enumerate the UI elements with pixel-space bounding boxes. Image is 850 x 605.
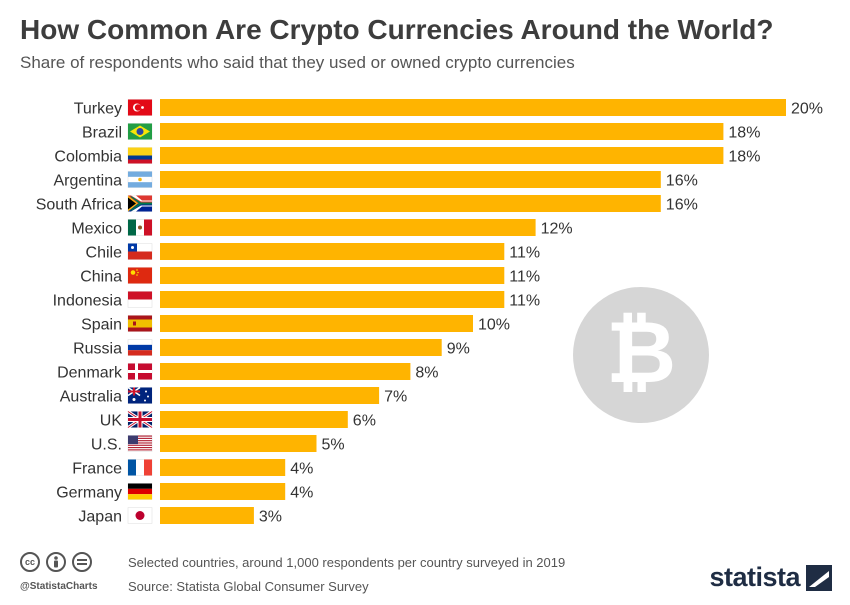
germany-flag-icon: [127, 483, 153, 500]
category-label: U.S.: [91, 437, 122, 454]
category-label: Mexico: [71, 221, 122, 238]
value-label: 5%: [322, 437, 345, 454]
statista-logo: statista: [709, 562, 832, 593]
category-label: Brazil: [82, 125, 122, 142]
category-label: Denmark: [57, 365, 123, 382]
value-label: 20%: [791, 101, 823, 118]
category-label: Australia: [60, 389, 122, 406]
footer-source: Source: Statista Global Consumer Survey: [128, 579, 369, 594]
australia-flag-icon: [127, 386, 153, 404]
bar: [160, 219, 536, 236]
japan-flag-icon: [127, 507, 153, 524]
category-label: Chile: [86, 245, 123, 262]
bar: [160, 291, 505, 308]
category-label: Russia: [73, 341, 122, 358]
china-flag-icon: [127, 267, 153, 284]
value-label: 18%: [728, 125, 760, 142]
value-label: 8%: [415, 365, 438, 382]
nd-icon: [72, 552, 92, 572]
bar: [160, 123, 724, 140]
value-label: 16%: [666, 197, 698, 214]
category-label: UK: [100, 413, 123, 430]
bitcoin-icon: ₿: [573, 287, 709, 423]
bar-chart: ₿ Turkey 20% Brazil 18% Colombia 18% Argentina 1…: [36, 99, 823, 526]
bar: [160, 363, 411, 380]
denmark-flag-icon: [127, 363, 153, 380]
value-label: 11%: [509, 269, 540, 286]
bar: [160, 243, 505, 260]
value-label: 3%: [259, 509, 282, 526]
cc-icon: cc: [20, 552, 40, 572]
bar: [160, 147, 724, 164]
bar: [160, 387, 380, 404]
bar: [160, 459, 286, 476]
mexico-flag-icon: [127, 219, 153, 236]
bar: [160, 435, 317, 452]
colombia-flag-icon: [127, 147, 153, 164]
indonesia-flag-icon: [127, 291, 153, 308]
category-label: Argentina: [54, 173, 123, 190]
category-label: Indonesia: [53, 293, 122, 310]
category-label: Germany: [56, 485, 122, 502]
category-label: South Africa: [36, 197, 122, 214]
bar: [160, 267, 505, 284]
russia-flag-icon: [127, 339, 153, 356]
us-flag-icon: [127, 435, 153, 452]
chart-title: How Common Are Crypto Currencies Around …: [20, 14, 774, 45]
category-label: France: [72, 461, 122, 478]
bar: [160, 99, 786, 116]
by-icon: [46, 552, 66, 572]
value-label: 10%: [478, 317, 510, 334]
license-icons: cc: [20, 552, 92, 572]
value-label: 4%: [290, 461, 313, 478]
svg-text:₿: ₿: [606, 303, 676, 403]
bar: [160, 195, 661, 212]
value-label: 6%: [353, 413, 376, 430]
category-label: Spain: [81, 317, 122, 334]
bar: [160, 339, 442, 356]
bar: [160, 411, 348, 428]
uk-flag-icon: [127, 410, 153, 429]
argentina-flag-icon: [127, 171, 153, 188]
chile-flag-icon: [127, 243, 153, 260]
chart-subtitle: Share of respondents who said that they …: [20, 53, 575, 72]
turkey-flag-icon: [127, 99, 153, 116]
brand-name: statista: [709, 562, 800, 592]
value-label: 11%: [509, 293, 540, 310]
value-label: 18%: [728, 149, 760, 166]
bar: [160, 483, 286, 500]
bar: [160, 171, 661, 188]
bar: [160, 507, 254, 524]
category-label: Turkey: [74, 101, 122, 118]
category-label: Japan: [78, 509, 122, 526]
brazil-flag-icon: [127, 123, 153, 140]
social-handle: @StatistaCharts: [20, 581, 98, 592]
value-label: 9%: [447, 341, 470, 358]
france-flag-icon: [127, 459, 153, 476]
value-label: 7%: [384, 389, 407, 406]
bar: [160, 315, 473, 332]
value-label: 4%: [290, 485, 313, 502]
footer-note: Selected countries, around 1,000 respond…: [128, 555, 566, 570]
value-label: 12%: [541, 221, 573, 238]
category-label: China: [80, 269, 122, 286]
category-label: Colombia: [54, 149, 122, 166]
south-africa-flag-icon: [127, 195, 153, 212]
value-label: 11%: [509, 245, 540, 262]
statista-mark-icon: [806, 564, 832, 591]
value-label: 16%: [666, 173, 698, 190]
spain-flag-icon: [127, 315, 153, 332]
